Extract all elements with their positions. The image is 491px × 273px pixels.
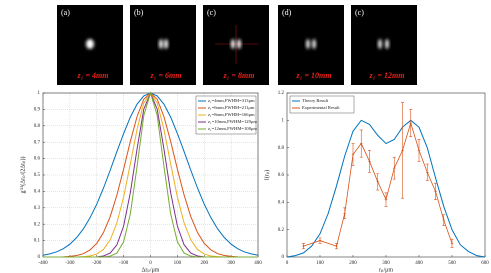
marker [351, 153, 355, 156]
marker [425, 170, 429, 174]
marker [318, 239, 322, 242]
legend-label: z₁=12mm,FWHM=108μm [208, 126, 257, 132]
panel-label: (b) [134, 8, 144, 17]
marker [384, 198, 388, 201]
panel-caption: z₁ = 4mm [77, 71, 109, 80]
x-tick-label: 100 [316, 261, 324, 266]
legend-label: z₁=8mm,FWHM=166μm [208, 112, 255, 118]
spot [231, 39, 235, 49]
y-tick-label: 0.7 [34, 140, 41, 145]
spot [159, 39, 163, 49]
legend-label: Experimental Result [302, 105, 340, 110]
y-tick-label: 0.2 [278, 228, 285, 233]
image-panels [57, 5, 417, 85]
x-tick-label: 300 [227, 261, 235, 266]
plot-area [287, 93, 485, 257]
marker [409, 121, 413, 125]
series-line [43, 91, 258, 258]
y-tick-label: 0.4 [34, 190, 41, 195]
y-tick-label: 0.6 [34, 157, 41, 162]
marker [442, 218, 446, 222]
marker [368, 160, 371, 163]
legend-label: z₁=10mm,FWHM=129μm [208, 119, 257, 125]
x-axis-label: rₚ/μm [379, 267, 393, 273]
marker [417, 149, 421, 152]
x-tick-label: -200 [92, 261, 102, 266]
x-tick-label: 100 [174, 261, 182, 266]
y-axis-label: g⁽¹⁾(Δrₚ/(2Δtₚ)) [19, 157, 26, 194]
image-panel [130, 5, 196, 85]
x-tick-label: -100 [119, 261, 129, 266]
x-tick-label: 300 [382, 261, 390, 266]
spot [378, 39, 382, 49]
x-tick-label: 0 [149, 261, 152, 266]
spot [164, 39, 168, 49]
marker [450, 242, 454, 245]
series-line [286, 119, 486, 258]
marker [401, 149, 404, 152]
marker [302, 244, 305, 248]
spot [86, 39, 94, 49]
marker [392, 166, 396, 170]
panel-label: (c) [355, 8, 364, 17]
y-tick-label: 0 [38, 255, 41, 260]
x-tick-label: 600 [481, 261, 489, 266]
x-tick-label: -400 [38, 261, 48, 266]
x-tick-label: 400 [415, 261, 423, 266]
panel-caption: z₁ = 12mm [369, 71, 405, 80]
marker [376, 180, 380, 184]
x-axis-label: Δrₚ/μm [142, 267, 160, 273]
spot [237, 39, 241, 49]
legend-label: z₁=6mm,FWHM=211μm [208, 105, 255, 111]
y-tick-label: 0.9 [34, 108, 41, 113]
y-tick-label: 1 [282, 118, 285, 123]
y-tick-label: 0 [282, 255, 285, 260]
image-panel [351, 5, 417, 85]
panel-label: (c) [207, 8, 216, 17]
panel-label: (d) [282, 8, 292, 17]
y-tick-label: 1 [38, 91, 41, 96]
marker [343, 211, 347, 215]
y-tick-label: 0.8 [278, 146, 285, 151]
legend-label: z₁=4mm,FWHM=313μm [208, 98, 255, 104]
spot [312, 39, 316, 49]
y-tick-label: 1.2 [278, 91, 285, 96]
marker [359, 142, 363, 145]
marker [434, 190, 437, 193]
panel-label: (a) [61, 8, 70, 17]
spot [306, 39, 310, 49]
panel-caption: z₁ = 8mm [223, 71, 255, 80]
x-tick-label: -300 [65, 261, 75, 266]
y-tick-label: 0.2 [34, 222, 41, 227]
spot [385, 39, 389, 49]
panel-caption: z₁ = 6mm [150, 71, 182, 80]
x-tick-label: 200 [349, 261, 357, 266]
y-tick-label: 0.5 [34, 173, 41, 178]
legend-label: Theory Result [302, 98, 329, 103]
x-tick-label: 0 [286, 261, 289, 266]
y-tick-label: 0.8 [34, 124, 41, 129]
image-panel [278, 5, 344, 85]
legend-box [289, 95, 355, 114]
y-axis-label: I(rₚ) [263, 170, 270, 181]
x-tick-label: 200 [201, 261, 209, 266]
y-tick-label: 0.3 [34, 206, 41, 211]
axes-frame [286, 92, 486, 258]
panel-caption: z₁ = 10mm [296, 71, 332, 80]
y-tick-label: 0.1 [34, 239, 41, 244]
y-tick-label: 0.6 [278, 173, 285, 178]
marker [335, 244, 338, 248]
x-tick-label: 400 [254, 261, 262, 266]
x-tick-label: 500 [448, 261, 456, 266]
y-tick-label: 0.4 [278, 200, 285, 205]
